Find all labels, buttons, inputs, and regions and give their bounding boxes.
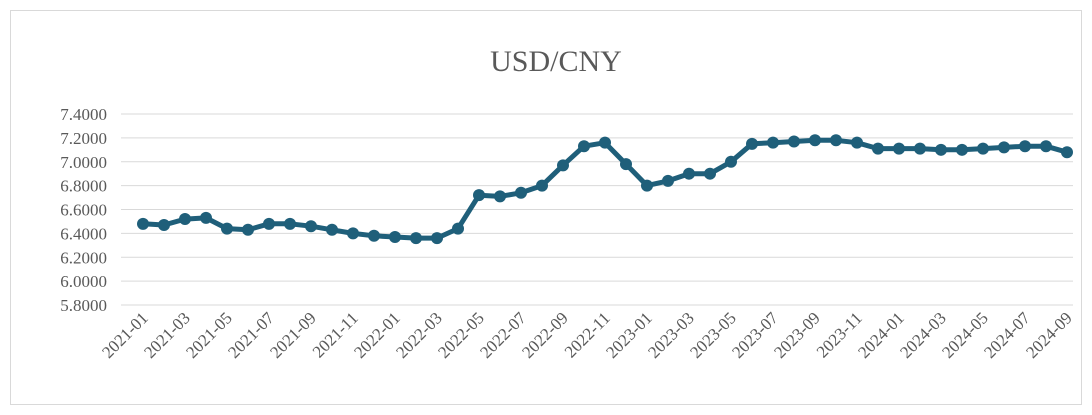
data-point bbox=[977, 142, 989, 155]
data-point bbox=[956, 143, 968, 156]
data-point bbox=[326, 223, 338, 236]
chart-title: USD/CNY bbox=[490, 45, 622, 78]
y-tick-label: 6.4000 bbox=[60, 224, 107, 243]
data-point bbox=[746, 137, 758, 150]
data-point bbox=[284, 217, 296, 230]
x-tick-label: 2022-09 bbox=[518, 308, 572, 362]
data-point bbox=[1019, 140, 1031, 153]
series-line bbox=[140, 137, 1070, 241]
y-tick-label: 7.4000 bbox=[60, 105, 107, 124]
data-point bbox=[242, 223, 254, 236]
data-point bbox=[704, 167, 716, 180]
data-point bbox=[494, 190, 506, 203]
x-tick-label: 2022-07 bbox=[476, 308, 530, 362]
data-point bbox=[368, 229, 380, 242]
data-point bbox=[641, 179, 653, 192]
line-chart: USD/CNY 7.4000 7.2000 7.0000 6.8000 6.6000 6.… bbox=[60, 45, 1076, 362]
data-point bbox=[620, 158, 632, 171]
data-point bbox=[389, 230, 401, 243]
data-point bbox=[914, 142, 926, 155]
y-tick-label: 5.8000 bbox=[60, 296, 107, 315]
data-point bbox=[557, 159, 569, 172]
x-tick-label: 2022-11 bbox=[561, 308, 614, 361]
data-point bbox=[578, 140, 590, 153]
series-usd-cny bbox=[137, 134, 1073, 245]
data-point bbox=[431, 232, 443, 245]
data-point bbox=[998, 141, 1010, 154]
x-tick-label: 2021-11 bbox=[309, 308, 362, 361]
data-point bbox=[452, 222, 464, 235]
data-point bbox=[221, 222, 233, 235]
data-point bbox=[515, 186, 527, 199]
data-point bbox=[536, 179, 548, 192]
data-point bbox=[305, 220, 317, 233]
y-tick-label: 6.8000 bbox=[60, 177, 107, 196]
x-tick-label: 2024-09 bbox=[1022, 308, 1076, 362]
x-tick-label: 2021-05 bbox=[182, 308, 236, 362]
data-point bbox=[179, 213, 191, 226]
data-point bbox=[935, 143, 947, 156]
y-tick-label: 7.0000 bbox=[60, 153, 107, 172]
data-point bbox=[725, 155, 737, 168]
data-point bbox=[347, 227, 359, 240]
data-point bbox=[158, 219, 170, 232]
x-tick-label: 2023-11 bbox=[813, 308, 866, 361]
data-point bbox=[767, 136, 779, 149]
data-point bbox=[809, 134, 821, 147]
y-axis-ticks: 7.4000 7.2000 7.0000 6.8000 6.6000 6.4000 6.20… bbox=[60, 105, 107, 315]
data-point bbox=[1040, 140, 1052, 153]
data-point bbox=[1061, 146, 1073, 159]
data-point bbox=[200, 211, 212, 224]
y-tick-label: 6.2000 bbox=[60, 248, 107, 267]
data-point bbox=[263, 217, 275, 230]
y-tick-label: 7.2000 bbox=[60, 129, 107, 148]
x-tick-label: 2024-07 bbox=[980, 308, 1034, 362]
x-tick-label: 2023-05 bbox=[686, 308, 740, 362]
data-point bbox=[473, 189, 485, 202]
x-tick-label: 2023-09 bbox=[770, 308, 824, 362]
x-tick-label: 2024-01 bbox=[854, 308, 908, 362]
x-tick-label: 2023-03 bbox=[644, 308, 698, 362]
y-tick-label: 6.0000 bbox=[60, 272, 107, 291]
y-tick-label: 6.6000 bbox=[60, 201, 107, 220]
data-point bbox=[872, 142, 884, 155]
x-tick-label: 2022-03 bbox=[392, 308, 446, 362]
chart-frame: USD/CNY 7.4000 7.2000 7.0000 6.8000 6.6000 6.… bbox=[10, 10, 1082, 405]
x-tick-label: 2021-01 bbox=[98, 308, 152, 362]
data-point bbox=[788, 135, 800, 148]
data-point bbox=[137, 217, 149, 230]
x-tick-label: 2023-01 bbox=[602, 308, 656, 362]
x-tick-label: 2021-07 bbox=[224, 308, 278, 362]
data-point bbox=[830, 134, 842, 147]
x-tick-label: 2021-09 bbox=[266, 308, 320, 362]
x-axis-ticks: 2021-012021-032021-052021-072021-092021-… bbox=[98, 308, 1076, 362]
x-tick-label: 2023-07 bbox=[728, 308, 782, 362]
x-tick-label: 2021-03 bbox=[140, 308, 194, 362]
data-point bbox=[893, 142, 905, 155]
x-tick-label: 2024-05 bbox=[938, 308, 992, 362]
data-point bbox=[410, 232, 422, 245]
gridlines bbox=[121, 113, 1073, 306]
data-point bbox=[599, 136, 611, 149]
x-tick-label: 2024-03 bbox=[896, 308, 950, 362]
x-tick-label: 2022-05 bbox=[434, 308, 488, 362]
data-point bbox=[683, 167, 695, 180]
data-point bbox=[662, 174, 674, 187]
x-tick-label: 2022-01 bbox=[350, 308, 404, 362]
data-point bbox=[851, 136, 863, 149]
